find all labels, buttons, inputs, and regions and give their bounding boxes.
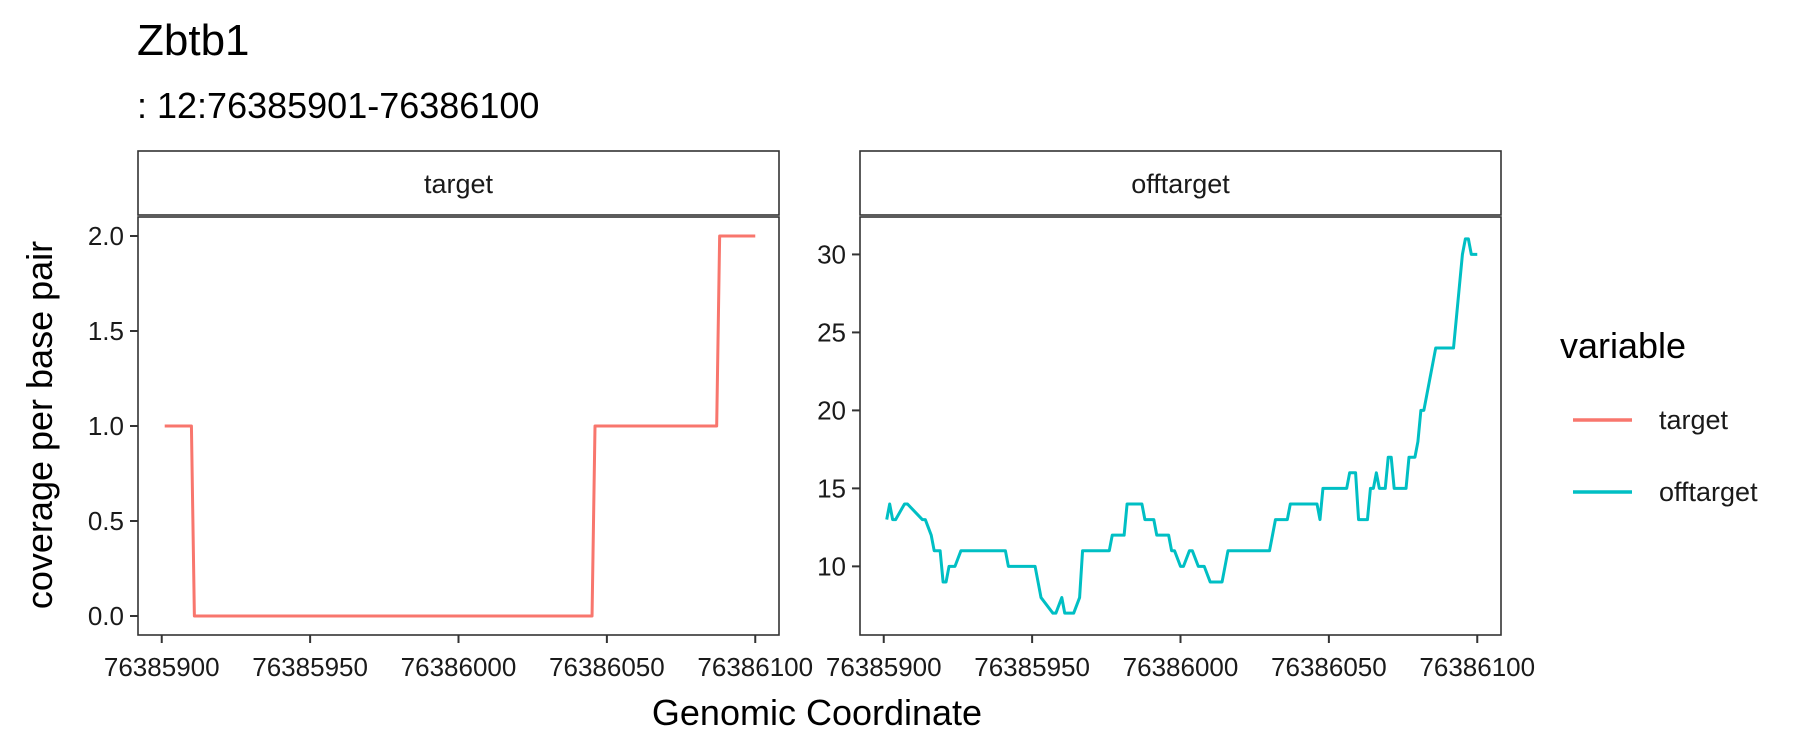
y-tick-label-target-4: 2.0 [88, 221, 124, 251]
x-tick-label-offtarget-0: 76385900 [826, 652, 942, 682]
x-tick-label-offtarget-3: 76386050 [1271, 652, 1387, 682]
strip-label-offtarget: offtarget [1131, 169, 1230, 199]
panel-border-offtarget [859, 216, 1502, 636]
x-axis-title: Genomic Coordinate [652, 692, 982, 733]
x-tick-label-target-4: 76386100 [697, 652, 813, 682]
facet-panel-offtarget: offtarget 10 15 20 25 30 76385900 76385950 76386… [817, 150, 1535, 682]
strip-target [137, 150, 780, 216]
legend: variable target offtarget [1560, 325, 1758, 507]
y-tick-label-target-3: 1.5 [88, 316, 124, 346]
y-tick-label-offtarget-2: 20 [817, 395, 846, 425]
y-tick-label-target-1: 0.5 [88, 506, 124, 536]
strip-offtarget [859, 150, 1502, 216]
x-tick-label-target-0: 76385900 [104, 652, 220, 682]
x-tick-label-offtarget-2: 76386000 [1123, 652, 1239, 682]
y-tick-label-offtarget-3: 25 [817, 317, 846, 347]
x-tick-label-target-3: 76386050 [549, 652, 665, 682]
y-axis-title: coverage per base pair [19, 241, 60, 609]
y-tick-label-target-2: 1.0 [88, 411, 124, 441]
y-tick-label-offtarget-4: 30 [817, 239, 846, 269]
y-tick-label-target-0: 0.0 [88, 601, 124, 631]
facet-panel-target: target 0.0 0.5 1.0 1.5 2.0 76385900 76385950 763… [88, 150, 813, 682]
series-line-offtarget [885, 237, 1478, 615]
chart-subtitle: : 12:76385901-76386100 [137, 85, 539, 126]
chart-title: Zbtb1 [137, 16, 250, 65]
x-tick-label-offtarget-1: 76385950 [974, 652, 1090, 682]
y-tick-label-offtarget-0: 10 [817, 551, 846, 581]
legend-label-offtarget: offtarget [1659, 477, 1758, 507]
y-tick-label-offtarget-1: 15 [817, 473, 846, 503]
legend-label-target: target [1659, 405, 1729, 435]
strip-label-target: target [424, 169, 494, 199]
x-tick-label-target-1: 76385950 [252, 652, 368, 682]
x-tick-label-target-2: 76386000 [401, 652, 517, 682]
x-tick-label-offtarget-4: 76386100 [1419, 652, 1535, 682]
legend-title: variable [1560, 325, 1686, 366]
series-line-target [164, 234, 756, 618]
